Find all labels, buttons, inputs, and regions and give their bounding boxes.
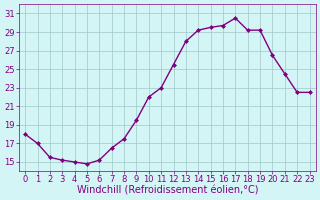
X-axis label: Windchill (Refroidissement éolien,°C): Windchill (Refroidissement éolien,°C) bbox=[76, 186, 258, 196]
